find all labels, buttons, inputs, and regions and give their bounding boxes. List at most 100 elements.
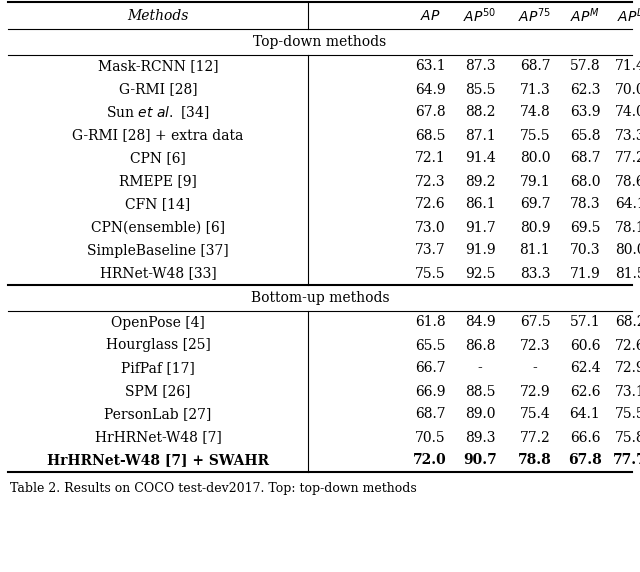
Text: 85.5: 85.5	[465, 82, 495, 97]
Text: RMEPE [9]: RMEPE [9]	[119, 174, 197, 189]
Text: HrHRNet-W48 [7]: HrHRNet-W48 [7]	[95, 431, 221, 444]
Text: 91.4: 91.4	[465, 152, 495, 165]
Text: $AP^{M}$: $AP^{M}$	[570, 6, 600, 25]
Text: 86.1: 86.1	[465, 197, 495, 212]
Text: 78.8: 78.8	[518, 454, 552, 467]
Text: 69.7: 69.7	[520, 197, 550, 212]
Text: 62.3: 62.3	[570, 82, 600, 97]
Text: 73.3: 73.3	[614, 129, 640, 142]
Text: 65.5: 65.5	[415, 339, 445, 352]
Text: 81.5: 81.5	[614, 267, 640, 280]
Text: 89.0: 89.0	[465, 407, 495, 422]
Text: 77.7: 77.7	[613, 454, 640, 467]
Text: 65.8: 65.8	[570, 129, 600, 142]
Text: OpenPose [4]: OpenPose [4]	[111, 316, 205, 329]
Text: 64.1: 64.1	[614, 197, 640, 212]
Text: 69.5: 69.5	[570, 220, 600, 235]
Text: 83.3: 83.3	[520, 267, 550, 280]
Text: 73.0: 73.0	[415, 220, 445, 235]
Text: 79.1: 79.1	[520, 174, 550, 189]
Text: 87.3: 87.3	[465, 59, 495, 73]
Text: 63.9: 63.9	[570, 105, 600, 120]
Text: Methods: Methods	[127, 9, 189, 22]
Text: -: -	[532, 362, 538, 375]
Text: 68.2: 68.2	[615, 316, 640, 329]
Text: $AP^{50}$: $AP^{50}$	[463, 6, 497, 25]
Text: 72.6: 72.6	[614, 339, 640, 352]
Text: CPN [6]: CPN [6]	[130, 152, 186, 165]
Text: Sun $\it{et~al.}$ [34]: Sun $\it{et~al.}$ [34]	[106, 104, 210, 121]
Text: 88.5: 88.5	[465, 384, 495, 399]
Text: 71.4: 71.4	[614, 59, 640, 73]
Text: 77.2: 77.2	[520, 431, 550, 444]
Text: 68.7: 68.7	[415, 407, 445, 422]
Text: 81.1: 81.1	[520, 244, 550, 257]
Text: 72.9: 72.9	[614, 362, 640, 375]
Text: 74.8: 74.8	[520, 105, 550, 120]
Text: 63.1: 63.1	[415, 59, 445, 73]
Text: Table 2. Results on COCO test-dev2017. Top: top-down methods: Table 2. Results on COCO test-dev2017. T…	[10, 482, 417, 495]
Text: 89.3: 89.3	[465, 431, 495, 444]
Text: HrHRNet-W48 [7] + SWAHR: HrHRNet-W48 [7] + SWAHR	[47, 454, 269, 467]
Text: 67.8: 67.8	[415, 105, 445, 120]
Text: Hourglass [25]: Hourglass [25]	[106, 339, 211, 352]
Text: 60.6: 60.6	[570, 339, 600, 352]
Text: 66.7: 66.7	[415, 362, 445, 375]
Text: 66.9: 66.9	[415, 384, 445, 399]
Text: 71.3: 71.3	[520, 82, 550, 97]
Text: 80.0: 80.0	[520, 152, 550, 165]
Text: 72.1: 72.1	[415, 152, 445, 165]
Text: 78.3: 78.3	[570, 197, 600, 212]
Text: 75.5: 75.5	[614, 407, 640, 422]
Text: 91.7: 91.7	[465, 220, 495, 235]
Text: 64.1: 64.1	[570, 407, 600, 422]
Text: 91.9: 91.9	[465, 244, 495, 257]
Text: 77.2: 77.2	[614, 152, 640, 165]
Text: 62.6: 62.6	[570, 384, 600, 399]
Text: 72.6: 72.6	[415, 197, 445, 212]
Text: CPN(ensemble) [6]: CPN(ensemble) [6]	[91, 220, 225, 235]
Text: 66.6: 66.6	[570, 431, 600, 444]
Text: $AP^{L}$: $AP^{L}$	[617, 6, 640, 25]
Text: 72.3: 72.3	[415, 174, 445, 189]
Text: G-RMI [28] + extra data: G-RMI [28] + extra data	[72, 129, 244, 142]
Text: G-RMI [28]: G-RMI [28]	[118, 82, 197, 97]
Text: 64.9: 64.9	[415, 82, 445, 97]
Text: HRNet-W48 [33]: HRNet-W48 [33]	[100, 267, 216, 280]
Text: SimpleBaseline [37]: SimpleBaseline [37]	[87, 244, 229, 257]
Text: 70.3: 70.3	[570, 244, 600, 257]
Text: -: -	[477, 362, 483, 375]
Text: Top-down methods: Top-down methods	[253, 35, 387, 49]
Text: CFN [14]: CFN [14]	[125, 197, 191, 212]
Text: PifPaf [17]: PifPaf [17]	[121, 362, 195, 375]
Text: 75.8: 75.8	[614, 431, 640, 444]
Text: 61.8: 61.8	[415, 316, 445, 329]
Text: 57.8: 57.8	[570, 59, 600, 73]
Text: SPM [26]: SPM [26]	[125, 384, 191, 399]
Text: 73.1: 73.1	[614, 384, 640, 399]
Text: 75.5: 75.5	[520, 129, 550, 142]
Text: $AP$: $AP$	[420, 9, 440, 22]
Text: 68.7: 68.7	[520, 59, 550, 73]
Text: 70.5: 70.5	[415, 431, 445, 444]
Text: 92.5: 92.5	[465, 267, 495, 280]
Text: 86.8: 86.8	[465, 339, 495, 352]
Text: 74.0: 74.0	[614, 105, 640, 120]
Text: 80.0: 80.0	[615, 244, 640, 257]
Text: 68.0: 68.0	[570, 174, 600, 189]
Text: Mask-RCNN [12]: Mask-RCNN [12]	[98, 59, 218, 73]
Text: $AP^{75}$: $AP^{75}$	[518, 6, 552, 25]
Text: 89.2: 89.2	[465, 174, 495, 189]
Text: 57.1: 57.1	[570, 316, 600, 329]
Text: 90.7: 90.7	[463, 454, 497, 467]
Text: 72.9: 72.9	[520, 384, 550, 399]
Text: 72.3: 72.3	[520, 339, 550, 352]
Text: 71.9: 71.9	[570, 267, 600, 280]
Text: 68.5: 68.5	[415, 129, 445, 142]
Text: 78.6: 78.6	[614, 174, 640, 189]
Text: 70.0: 70.0	[614, 82, 640, 97]
Text: 84.9: 84.9	[465, 316, 495, 329]
Text: 88.2: 88.2	[465, 105, 495, 120]
Text: 80.9: 80.9	[520, 220, 550, 235]
Text: Bottom-up methods: Bottom-up methods	[251, 291, 389, 305]
